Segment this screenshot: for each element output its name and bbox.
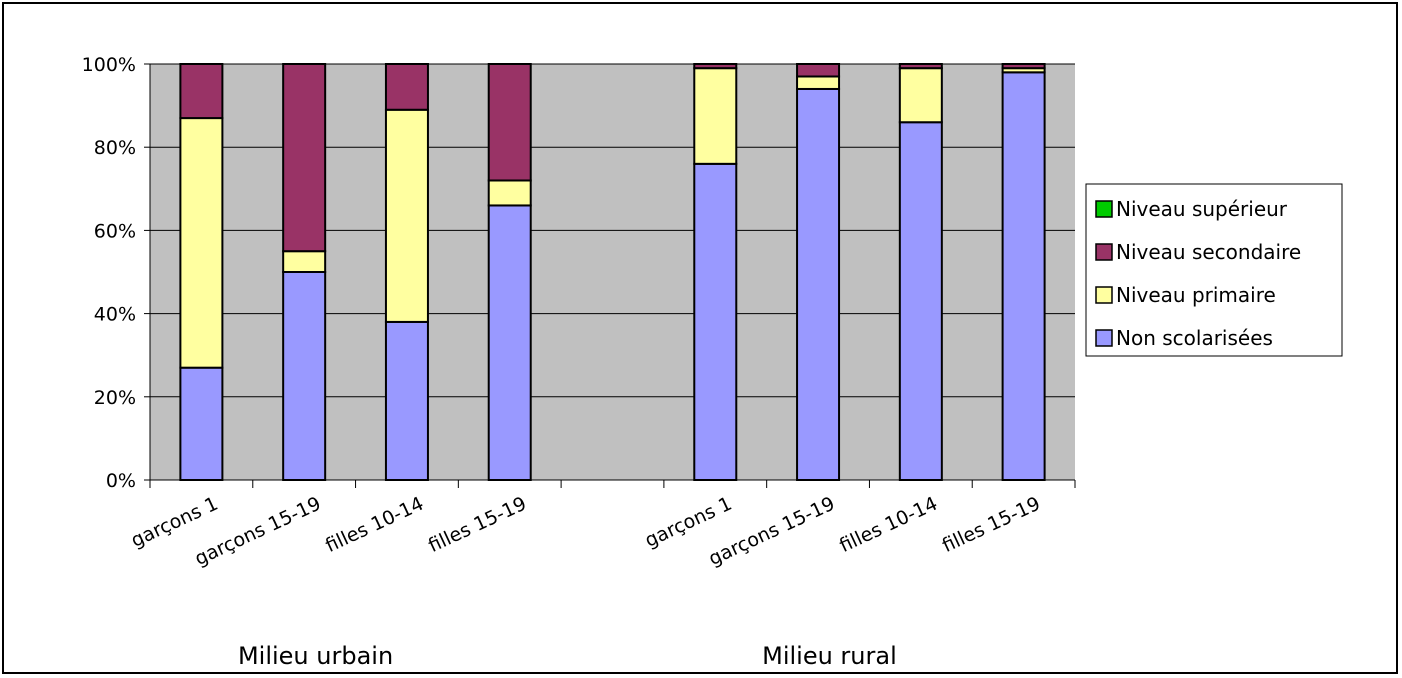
legend-label: Niveau primaire (1116, 283, 1276, 307)
bar-segment (487, 179, 532, 207)
legend-swatch (1095, 286, 1113, 304)
bar-segment (1001, 71, 1046, 481)
group-label: Milieu rural (762, 642, 897, 670)
bar-segment (1001, 63, 1046, 70)
bar-segment (693, 162, 738, 481)
bar-segment (282, 250, 327, 273)
bar-segment (796, 75, 841, 90)
y-tick-label: 20% (94, 387, 136, 409)
y-tick-label: 80% (94, 137, 136, 159)
legend-label: Non scolarisées (1116, 326, 1273, 350)
y-tick-label: 60% (94, 220, 136, 242)
legend-label: Niveau supérieur (1116, 197, 1288, 221)
bar-segment (796, 87, 841, 482)
bar-segment (487, 63, 532, 182)
x-category-label: filles 15-19 (425, 493, 530, 557)
bar-segment (898, 121, 943, 482)
bar-segment (282, 271, 327, 481)
x-category-label: filles 10-14 (322, 493, 427, 557)
x-category-label: filles 10-14 (836, 493, 941, 557)
bar-segment (384, 63, 429, 111)
y-tick-label: 0% (106, 470, 136, 492)
group-label: Milieu urbain (238, 642, 393, 670)
bar-segment (384, 108, 429, 323)
y-tick-label: 100% (82, 54, 136, 76)
legend-label: Niveau secondaire (1116, 240, 1301, 264)
x-category-label: filles 15-19 (939, 493, 1044, 557)
legend-swatch (1095, 200, 1113, 218)
bar-segment (179, 366, 224, 481)
y-tick-label: 40% (94, 304, 136, 326)
bar-segment (384, 320, 429, 482)
bar-segment (693, 67, 738, 165)
bar-segment (693, 63, 738, 70)
bar-segment (796, 63, 841, 78)
bar-segment (179, 63, 224, 120)
bar-segment (487, 204, 532, 481)
legend-swatch (1095, 243, 1113, 261)
bar-segment (898, 67, 943, 124)
bar-segment (179, 117, 224, 369)
legend (1085, 183, 1343, 357)
bar-segment (282, 63, 327, 253)
legend-swatch (1095, 329, 1113, 347)
bar-segment (898, 63, 943, 70)
